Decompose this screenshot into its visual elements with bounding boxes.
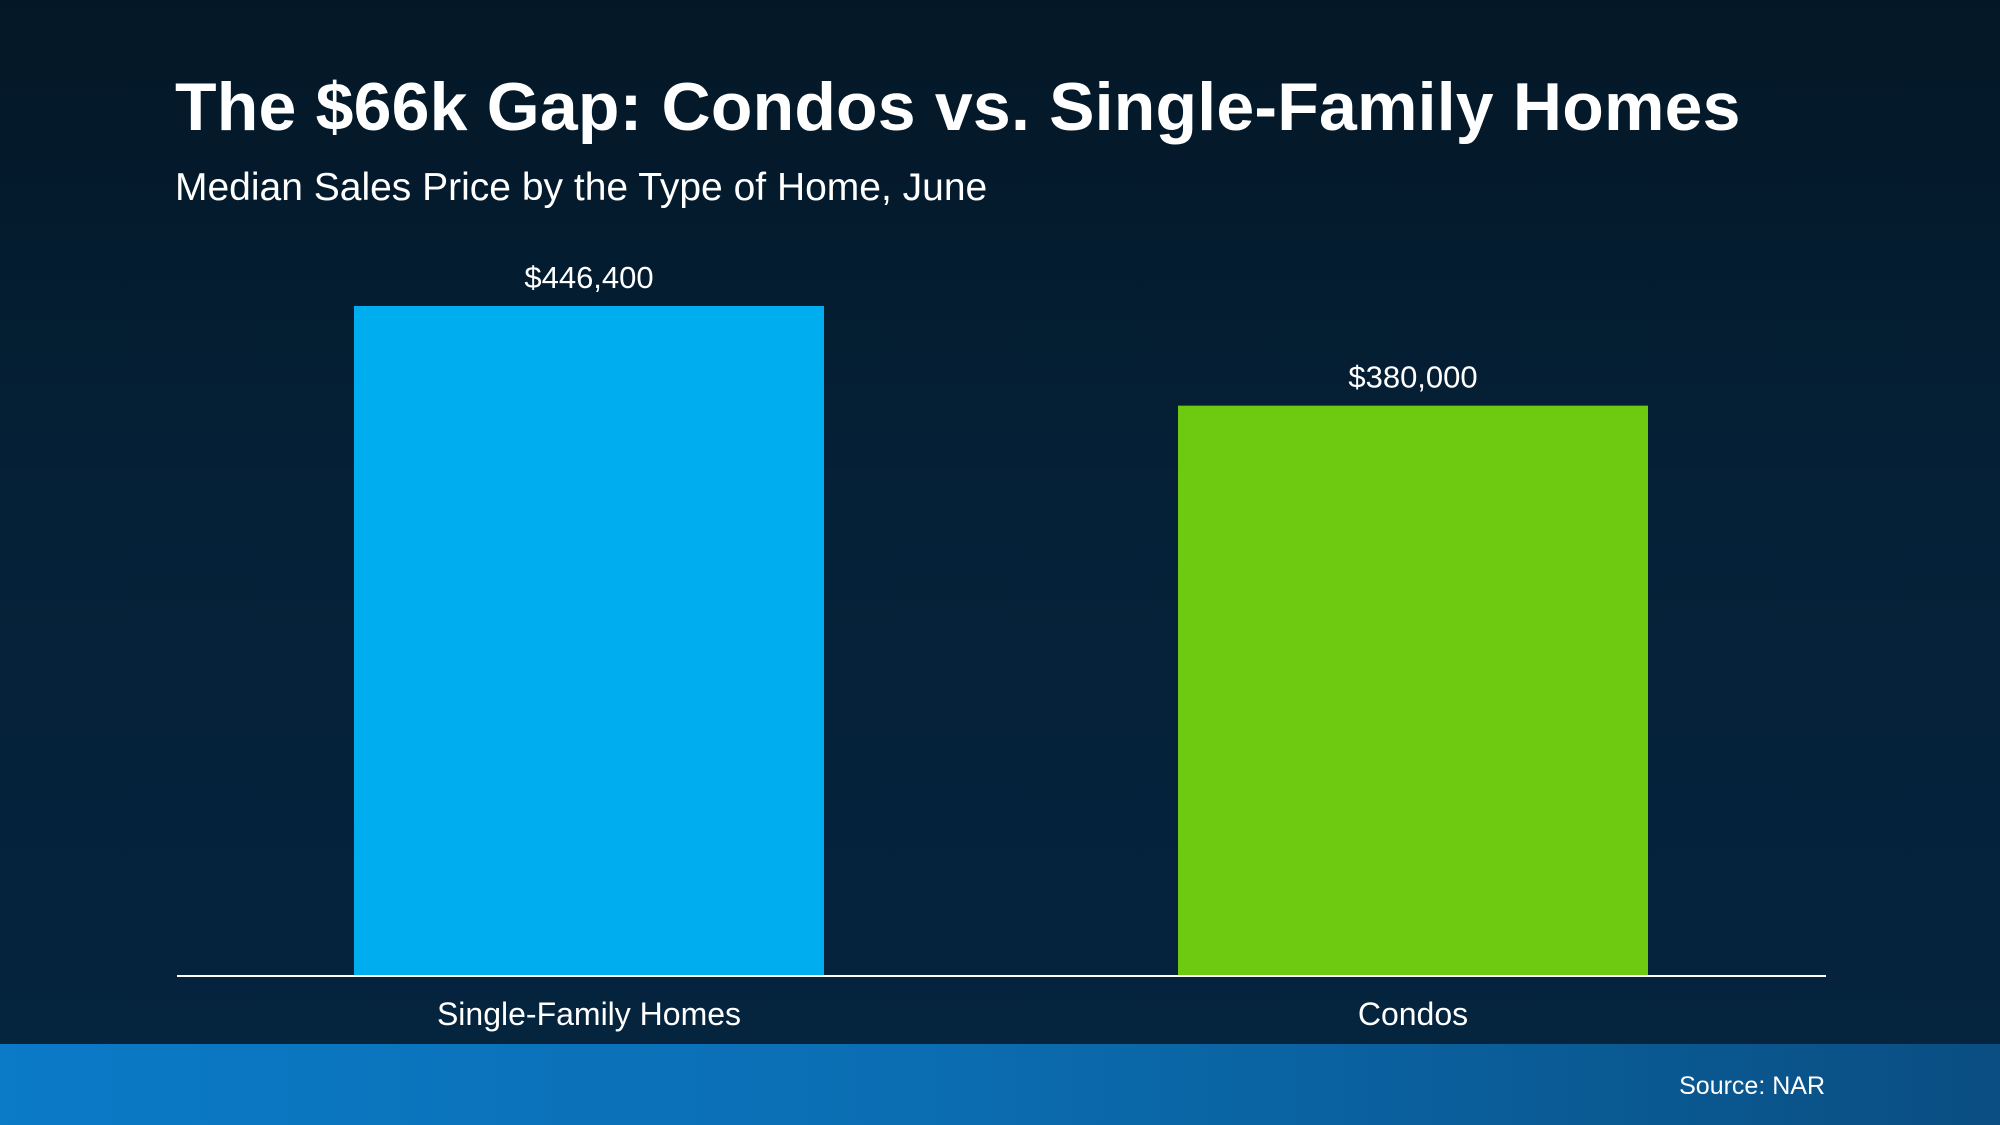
category-label-single-family-homes: Single-Family Homes — [437, 996, 741, 1032]
footer-bar: Source: NAR — [0, 1044, 2000, 1125]
source-note: Source: NAR — [1679, 1072, 1825, 1100]
category-label-condos: Condos — [1358, 996, 1468, 1032]
data-label-condos: $380,000 — [1348, 360, 1477, 395]
bar-condos — [1178, 405, 1648, 976]
data-label-single-family-homes: $446,400 — [524, 260, 653, 295]
labels-layer: $446,400 Single-Family Homes $380,000 Condo… — [437, 260, 1478, 1032]
page-subtitle: Median Sales Price by the Type of Home, … — [175, 166, 988, 209]
bars-layer — [354, 306, 1648, 976]
page-title: The $66k Gap: Condos vs. Single-Family H… — [175, 69, 1741, 145]
bar-single-family-homes — [354, 306, 824, 976]
bar-chart: $446,400 Single-Family Homes $380,000 Condo… — [354, 260, 1648, 1032]
